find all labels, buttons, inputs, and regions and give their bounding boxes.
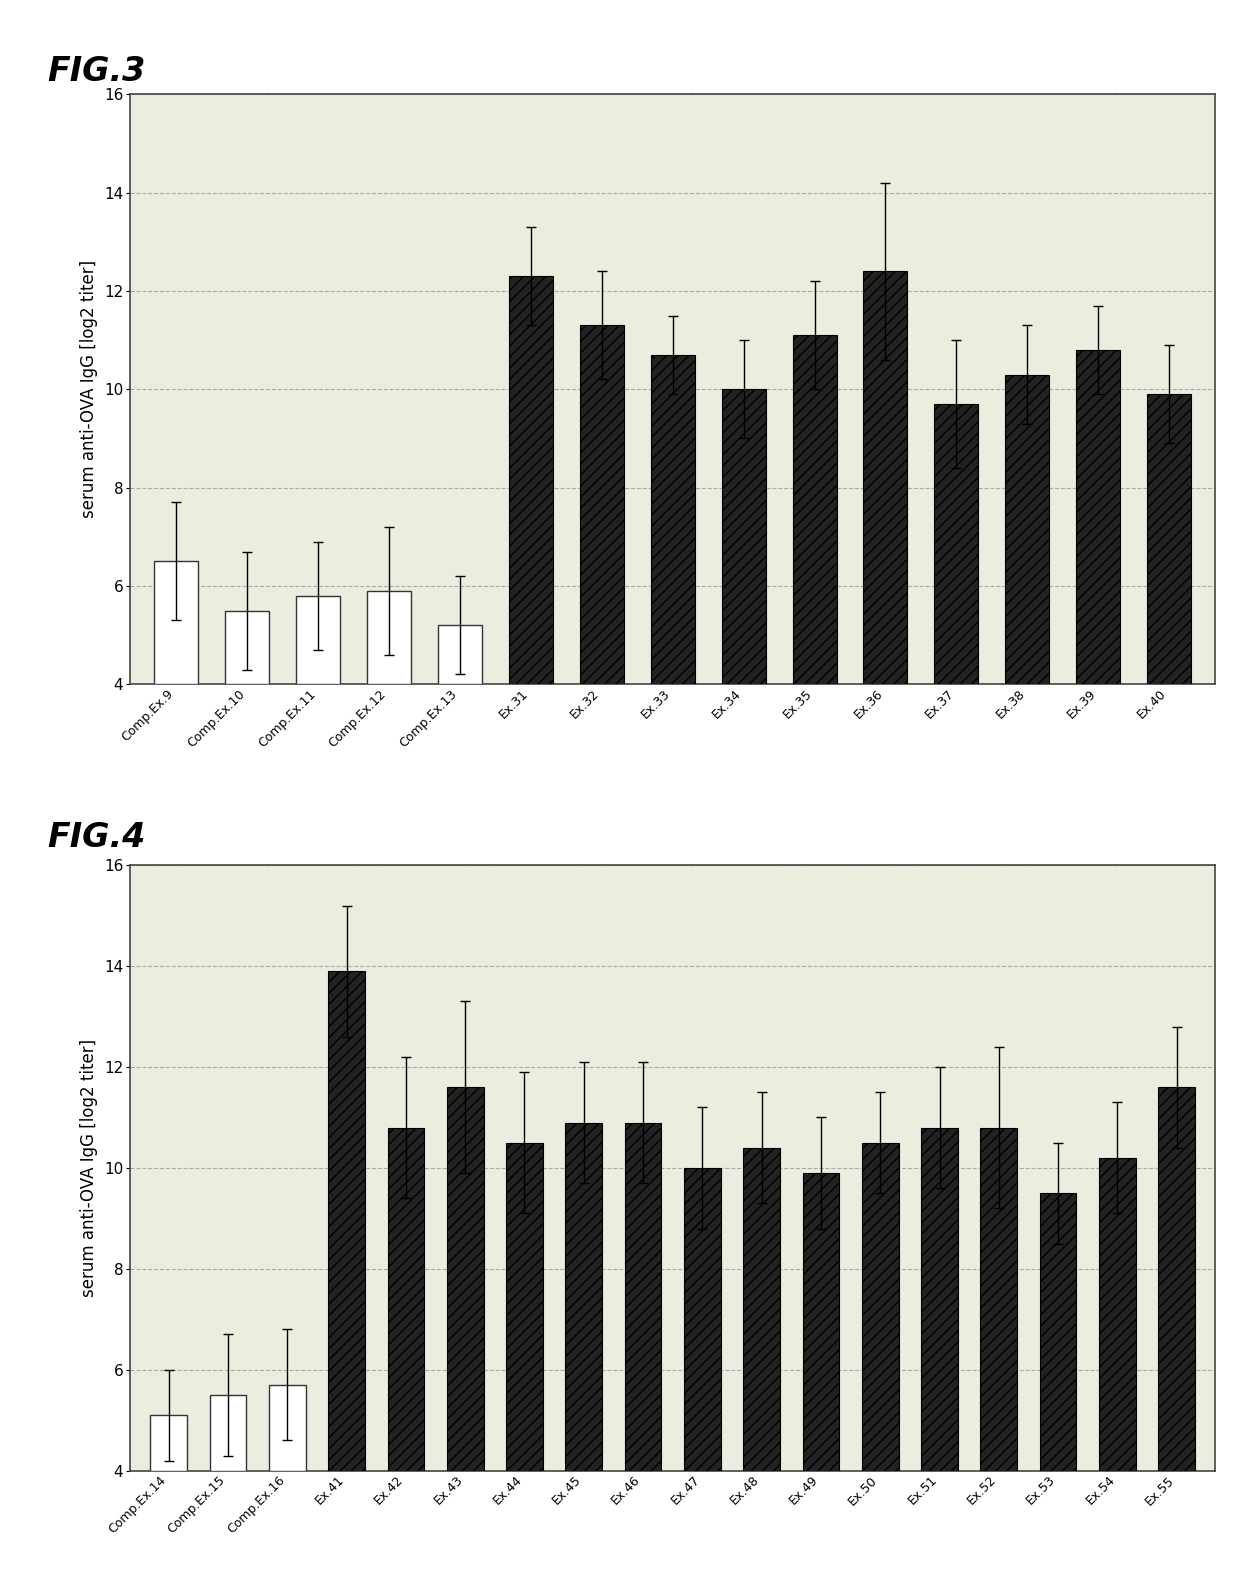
Bar <box>296 596 340 684</box>
Bar <box>1099 1158 1136 1471</box>
Bar <box>921 1128 957 1471</box>
Bar <box>210 1395 247 1471</box>
Y-axis label: serum anti-OVA IgG [log2 titer]: serum anti-OVA IgG [log2 titer] <box>81 260 98 519</box>
Bar <box>565 1123 603 1471</box>
Bar <box>802 1173 839 1471</box>
Bar <box>506 1142 543 1471</box>
Bar <box>580 326 624 684</box>
Bar <box>684 1167 720 1471</box>
Bar <box>1147 395 1192 684</box>
Bar <box>226 610 269 684</box>
Bar <box>367 591 410 684</box>
Text: FIG.4: FIG.4 <box>47 821 145 854</box>
Bar <box>1158 1087 1195 1471</box>
Bar <box>862 1142 899 1471</box>
Bar <box>154 562 198 684</box>
Bar <box>981 1128 1017 1471</box>
Bar <box>935 404 978 684</box>
Text: FIG.3: FIG.3 <box>47 55 145 88</box>
Bar <box>863 272 908 684</box>
Bar <box>625 1123 661 1471</box>
Bar <box>269 1384 306 1471</box>
Bar <box>1006 374 1049 684</box>
Bar <box>388 1128 424 1471</box>
Bar <box>651 355 694 684</box>
Bar <box>743 1148 780 1471</box>
Bar <box>329 971 365 1471</box>
Bar <box>508 277 553 684</box>
Bar <box>438 626 482 684</box>
Bar <box>722 390 765 684</box>
Y-axis label: serum anti-OVA IgG [log2 titer]: serum anti-OVA IgG [log2 titer] <box>81 1038 98 1298</box>
Bar <box>792 335 837 684</box>
Bar <box>446 1087 484 1471</box>
Bar <box>1039 1194 1076 1471</box>
Bar <box>1076 351 1120 684</box>
Bar <box>150 1416 187 1471</box>
